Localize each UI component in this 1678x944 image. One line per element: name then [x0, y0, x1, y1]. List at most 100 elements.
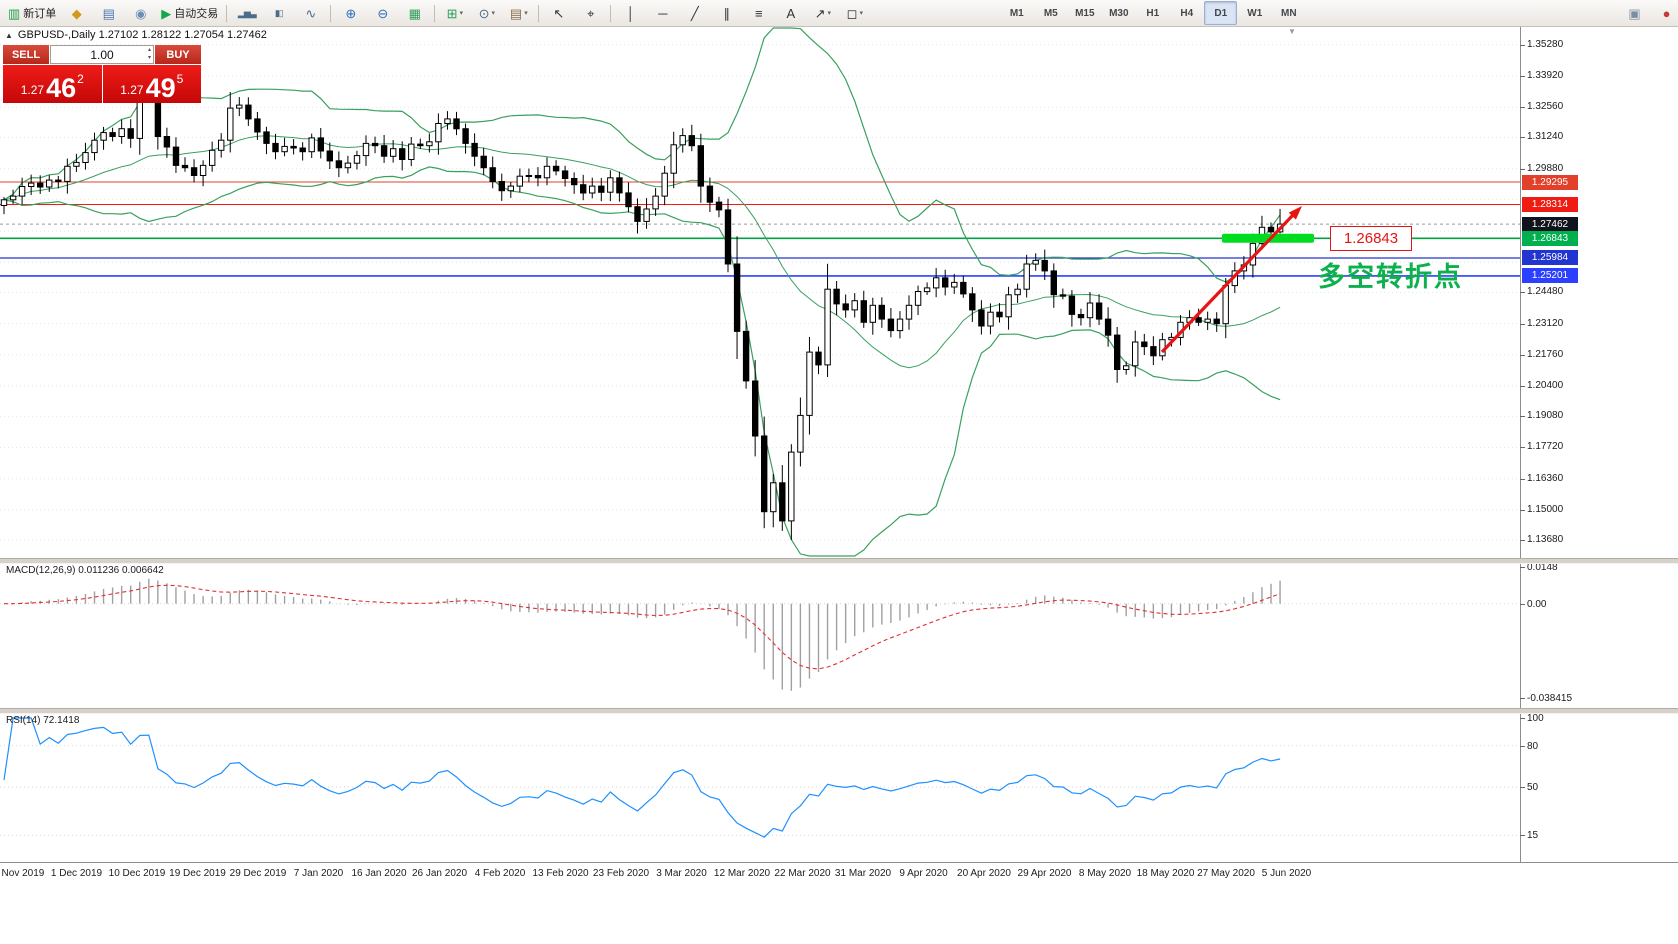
arrows-button[interactable]: ↗ ▾ [807, 1, 838, 25]
fibonacci-button[interactable]: ≡ [743, 1, 774, 25]
auto-trading-button-label: 自动交易 [174, 8, 219, 20]
horizontal-line-button[interactable]: ─ [647, 1, 678, 25]
horizontal-line-icon: ─ [658, 5, 668, 21]
vertical-line-icon: │ [626, 5, 635, 21]
timeframe-h1-button[interactable]: H1 [1146, 7, 1160, 19]
time-axis-label: 29 Apr 2020 [1017, 868, 1072, 879]
time-axis-label: 18 May 2020 [1136, 868, 1195, 879]
pane-separator[interactable] [0, 558, 1678, 564]
volume-value: 1.00 [90, 47, 114, 62]
timeframe-d1-button[interactable]: D1 [1204, 1, 1238, 25]
bar-chart-button[interactable]: ▂▅▃ [231, 1, 262, 25]
new-order-icon: ▥ [8, 5, 21, 21]
rsi-pane[interactable] [0, 712, 1520, 862]
market-watch-icon: ▤ [102, 5, 115, 21]
price-axis-label: 1.13680 [1527, 534, 1564, 546]
price-axis-marker: 1.28314 [1522, 197, 1578, 213]
shapes-button[interactable]: ◻ ▾ [839, 1, 870, 25]
tile-windows-button[interactable]: ▦ [399, 1, 430, 25]
time-axis-label: 27 May 2020 [1197, 868, 1255, 879]
crosshair-button[interactable]: ⌖ [575, 1, 606, 25]
buy-price-big: 49 [145, 73, 176, 104]
toolbar: ▥ 新订单 ◆ ▤ ◉ ▶ 自动交易 ▂▅▃ ▮▯ ∿ ⊕ ⊖ ▦ ⊞ ▾ ⊙ ▾ ▤ ▾ ↖ ⌖ │ ─ ╱ ∥ ≡ A ↗ ▾ ◻ ▾ M… [0, 0, 1678, 27]
timeframe-m1-button[interactable]: M1 [1009, 7, 1024, 19]
bell-icon: ● [1662, 5, 1671, 21]
toolbar-separator [330, 4, 332, 22]
chevron-down-icon: ▾ [827, 10, 831, 17]
toolbar-separator [610, 4, 612, 22]
time-axis-label: 26 Jan 2020 [411, 868, 468, 879]
expert-advisor-button[interactable]: ◉ [125, 1, 156, 25]
price-axis-marker: 1.25984 [1522, 250, 1578, 266]
timeframe-m15-button[interactable]: M15 [1075, 7, 1095, 19]
chevron-down-icon: ▾ [491, 10, 495, 17]
pane-separator[interactable] [0, 708, 1678, 714]
volume-up-icon[interactable]: ▴ [147, 47, 151, 53]
candlestick-chart-button[interactable]: ▮▯ [263, 1, 294, 25]
crosshair-icon: ⌖ [587, 5, 595, 21]
time-axis-label: 20 Apr 2020 [957, 868, 1011, 879]
cursor-icon: ↖ [553, 5, 565, 21]
buy-price-display[interactable]: 1.27 49 5 [102, 65, 201, 104]
line-chart-icon: ∿ [305, 5, 317, 21]
channel-button[interactable]: ∥ [711, 1, 742, 25]
candlestick-icon: ▮▯ [274, 7, 284, 18]
profiles-button[interactable]: ◆ [61, 1, 92, 25]
volume-down-icon[interactable]: ▾ [147, 55, 151, 62]
profiles-icon: ◆ [71, 5, 82, 21]
shapes-icon: ◻ [846, 5, 858, 21]
turning-point-annotation[interactable]: 多空转折点 [1318, 262, 1463, 292]
price-axis-label: 1.33920 [1527, 69, 1564, 81]
chart-window-button[interactable]: ▣ [1619, 1, 1650, 25]
price-level-annotation[interactable]: 1.26843 [1330, 226, 1412, 251]
zoom-in-button[interactable]: ⊕ [335, 1, 366, 25]
timeframe-m5-button[interactable]: M5 [1043, 7, 1058, 19]
line-chart-button[interactable]: ∿ [295, 1, 326, 25]
tile-windows-icon: ▦ [408, 5, 421, 21]
price-axis-marker: 1.25201 [1522, 268, 1578, 284]
macd-pane[interactable] [0, 562, 1520, 708]
time-axis-label: 1 Dec 2019 [50, 868, 103, 879]
alert-status-button[interactable]: ● [1651, 1, 1678, 25]
auto-trading-button[interactable]: ▶ 自动交易 [157, 1, 222, 25]
sell-price-display[interactable]: 1.27 46 2 [3, 65, 102, 103]
sell-button[interactable]: SELL [3, 45, 49, 64]
trendline-button[interactable]: ╱ [679, 1, 710, 25]
buy-button[interactable]: BUY [155, 45, 201, 64]
timeframe-w1-button[interactable]: W1 [1247, 7, 1263, 19]
trendline-icon: ╱ [690, 5, 699, 21]
vertical-line-button[interactable]: │ [615, 1, 646, 25]
bar-chart-icon: ▂▅▃ [237, 7, 257, 18]
main-chart-pane[interactable] [0, 26, 1520, 558]
zoom-out-icon: ⊖ [377, 5, 389, 21]
rsi-axis-label: 15 [1527, 830, 1539, 842]
timeframe-mn-button[interactable]: MN [1281, 7, 1297, 19]
cursor-button[interactable]: ↖ [543, 1, 574, 25]
chart-ohlc-header: GBPUSD-,Daily 1.27102 1.28122 1.27054 1.… [17, 29, 267, 41]
timeframe-h4-button[interactable]: H4 [1180, 7, 1194, 19]
templates-button[interactable]: ▤ ▾ [503, 1, 534, 25]
indicators-button[interactable]: ⊞ ▾ [439, 1, 470, 25]
new-order-button[interactable]: ▥ 新订单 [4, 1, 60, 25]
megaphone-icon: ◉ [135, 5, 147, 21]
price-axis-label: 1.23120 [1527, 317, 1564, 329]
volume-input[interactable]: 1.00 ▴ ▾ [50, 45, 154, 64]
text-label-button[interactable]: A [775, 1, 806, 25]
fibonacci-icon: ≡ [755, 5, 763, 21]
macd-indicator-label: MACD(12,26,9) 0.011236 0.006642 [6, 565, 164, 576]
timeframe-m30-button[interactable]: M30 [1109, 7, 1129, 19]
rsi-indicator-label: RSI(14) 72.1418 [6, 715, 80, 726]
periods-button[interactable]: ⊙ ▾ [471, 1, 502, 25]
time-axis-label: 8 May 2020 [1078, 868, 1132, 879]
price-axis-label: 1.19080 [1527, 410, 1564, 422]
time-axis-label: 29 Dec 2019 [229, 868, 287, 879]
price-axis-label: 1.15000 [1527, 503, 1564, 515]
one-click-collapse-icon[interactable]: ▲ [5, 30, 13, 40]
zoom-out-button[interactable]: ⊖ [367, 1, 398, 25]
time-axis-label: 19 Dec 2019 [169, 868, 226, 879]
price-axis-label: 1.21760 [1527, 348, 1564, 360]
chart-window-icon: ▣ [1628, 5, 1641, 21]
sell-price-big: 46 [46, 73, 77, 104]
market-watch-button[interactable]: ▤ [93, 1, 124, 25]
